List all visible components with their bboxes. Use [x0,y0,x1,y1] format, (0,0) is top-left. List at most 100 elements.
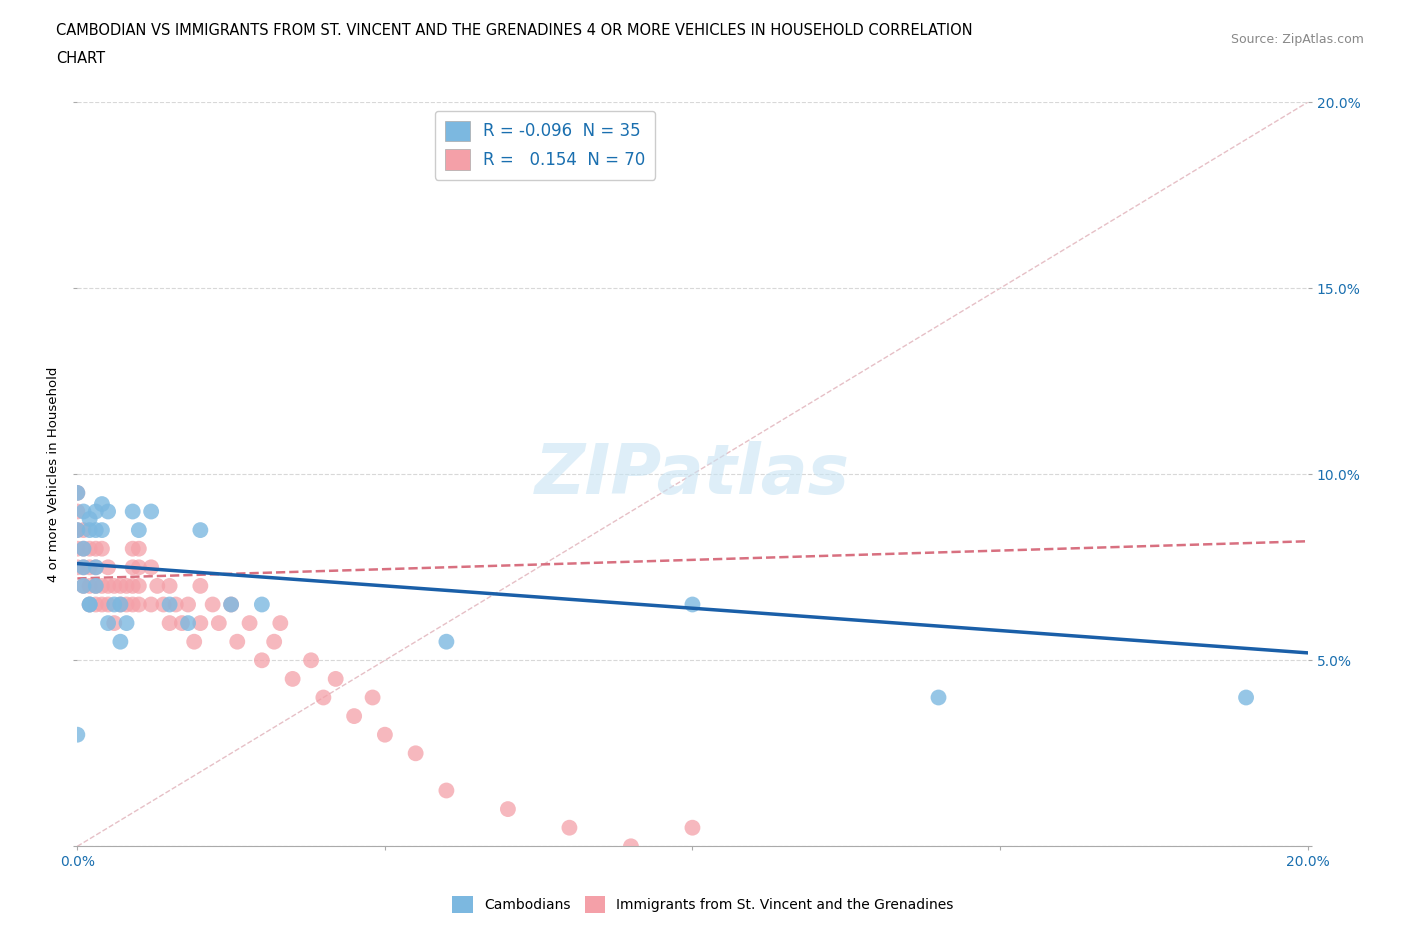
Point [682,820,704,835]
Point [115,578,138,593]
Point [97,578,120,593]
Point [66,727,89,742]
Point [159,578,181,593]
Point [66,504,89,519]
Point [165,597,187,612]
Point [110,634,132,649]
Point [79,523,101,538]
Text: CAMBODIAN VS IMMIGRANTS FROM ST. VINCENT AND THE GRENADINES 4 OR MORE VEHICLES I: CAMBODIAN VS IMMIGRANTS FROM ST. VINCENT… [56,23,973,38]
Point [263,634,285,649]
Point [66,485,89,500]
Point [128,560,150,575]
Point [159,616,181,631]
Point [281,671,304,686]
Point [152,597,174,612]
Point [72,523,94,538]
Legend: Cambodians, Immigrants from St. Vincent and the Grenadines: Cambodians, Immigrants from St. Vincent … [447,890,959,919]
Point [121,597,143,612]
Point [361,690,384,705]
Point [325,671,347,686]
Point [141,504,163,519]
Point [84,523,107,538]
Point [269,616,291,631]
Point [226,634,249,649]
Point [110,597,132,612]
Point [66,523,89,538]
Point [115,597,138,612]
Point [84,578,107,593]
Point [405,746,427,761]
Point [620,839,643,854]
Point [128,523,150,538]
Point [84,597,107,612]
Point [110,578,132,593]
Point [90,497,114,512]
Point [97,597,120,612]
Point [141,597,163,612]
Point [250,597,273,612]
Point [72,541,94,556]
Point [79,512,101,526]
Point [72,578,94,593]
Y-axis label: 4 or more Vehicles in Household: 4 or more Vehicles in Household [46,366,60,582]
Point [250,653,273,668]
Point [146,578,169,593]
Point [66,485,89,500]
Point [219,597,242,612]
Point [84,560,107,575]
Point [103,578,125,593]
Point [66,523,89,538]
Point [79,541,101,556]
Point [121,504,143,519]
Point [110,597,132,612]
Point [103,616,125,631]
Point [128,541,150,556]
Point [79,560,101,575]
Point [79,578,101,593]
Point [343,709,366,724]
Point [72,541,94,556]
Point [436,634,458,649]
Point [72,504,94,519]
Point [72,578,94,593]
Point [141,560,163,575]
Point [84,541,107,556]
Text: Source: ZipAtlas.com: Source: ZipAtlas.com [1230,33,1364,46]
Point [159,597,181,612]
Point [128,597,150,612]
Point [374,727,396,742]
Point [103,597,125,612]
Point [121,578,143,593]
Point [558,820,581,835]
Point [121,541,143,556]
Point [170,616,193,631]
Point [188,578,212,593]
Point [97,560,120,575]
Point [208,616,231,631]
Point [84,560,107,575]
Point [90,541,114,556]
Point [183,634,205,649]
Point [299,653,322,668]
Point [97,504,120,519]
Point [115,616,138,631]
Text: CHART: CHART [56,51,105,66]
Point [188,523,212,538]
Point [72,560,94,575]
Point [239,616,262,631]
Point [84,504,107,519]
Point [90,523,114,538]
Point [188,616,212,631]
Point [72,560,94,575]
Point [682,597,704,612]
Point [90,578,114,593]
Legend: R = -0.096  N = 35, R =   0.154  N = 70: R = -0.096 N = 35, R = 0.154 N = 70 [434,111,655,179]
Point [201,597,224,612]
Point [66,541,89,556]
Point [177,616,200,631]
Point [928,690,950,705]
Point [1234,690,1257,705]
Point [79,597,101,612]
Point [219,597,242,612]
Point [436,783,458,798]
